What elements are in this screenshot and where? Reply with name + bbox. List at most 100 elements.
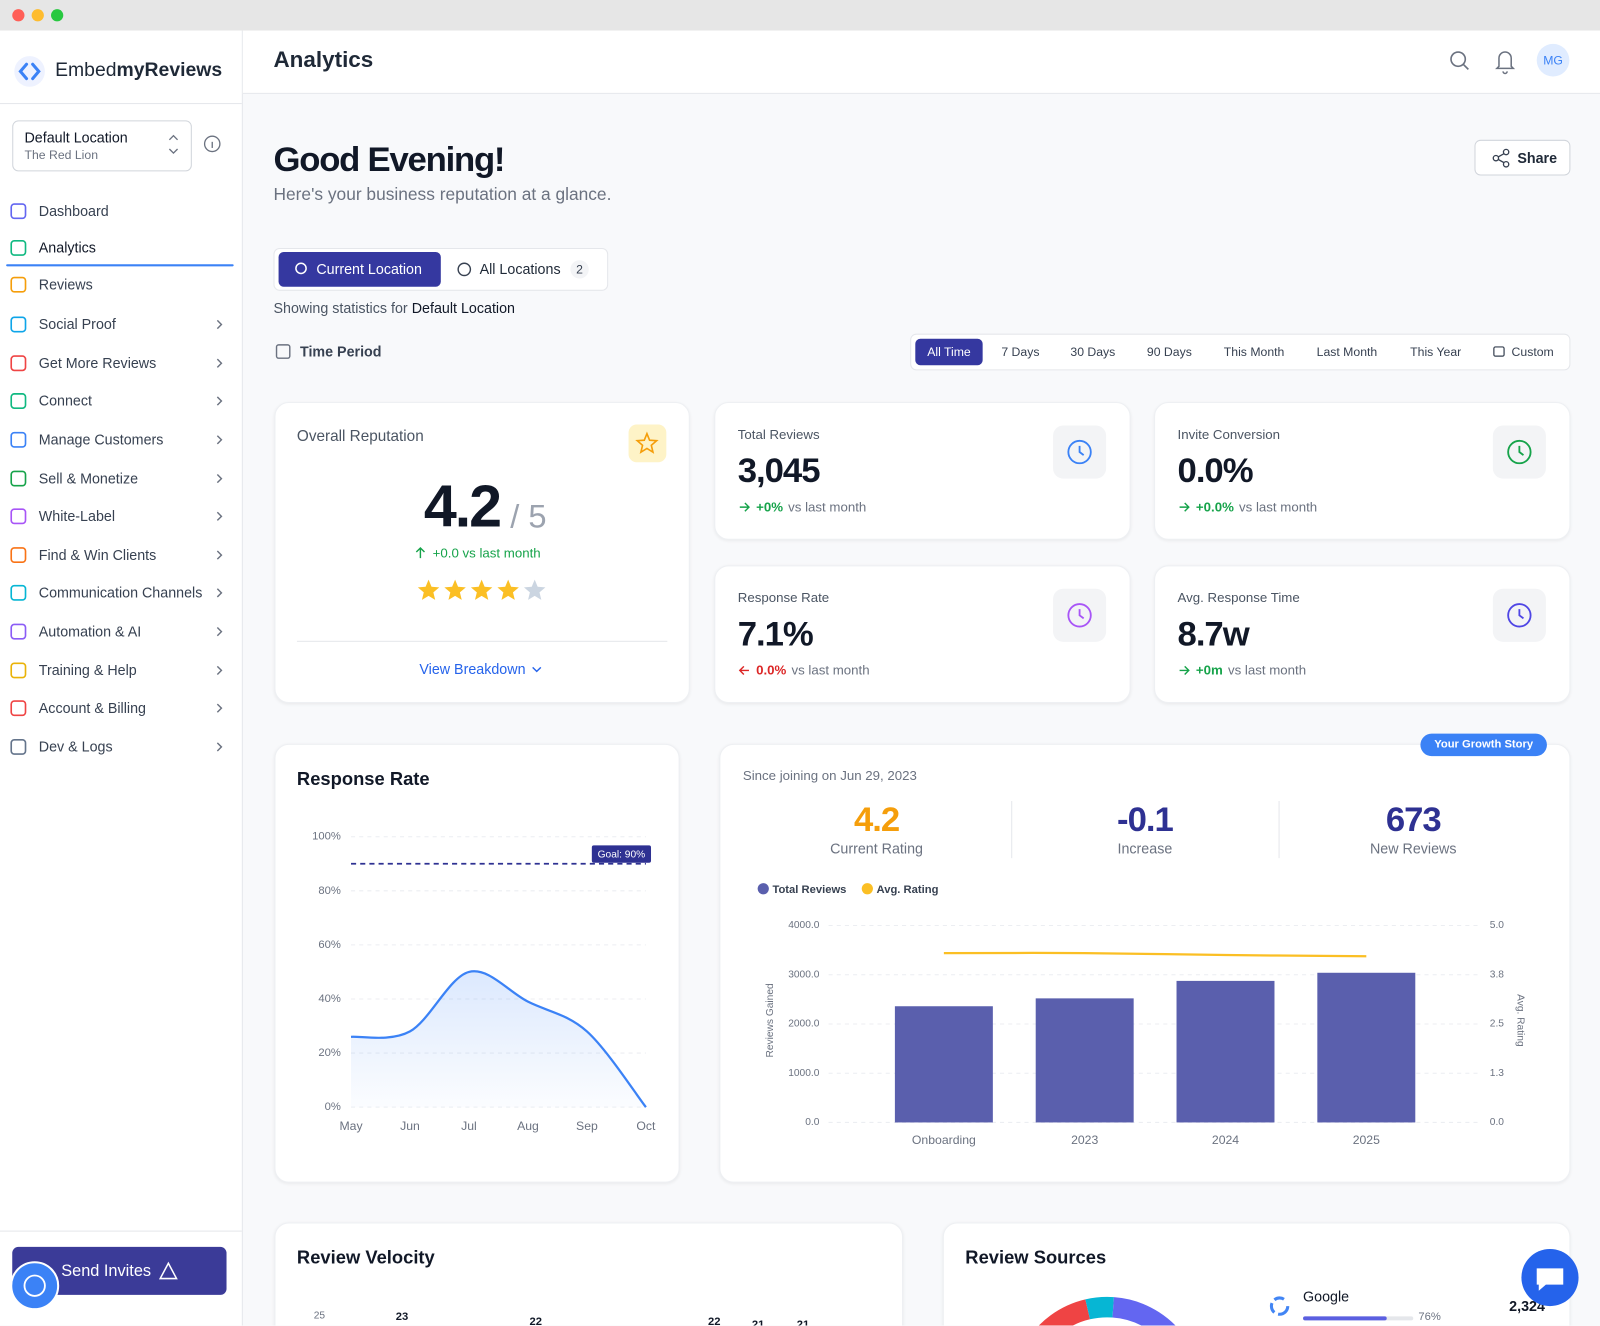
stat-title: Avg. Response Time: [1177, 589, 1300, 606]
time-option[interactable]: This Month: [1223, 344, 1285, 359]
avatar[interactable]: [1536, 43, 1570, 77]
stat-icon: [1507, 439, 1532, 465]
share-icon: [1502, 160, 1510, 168]
trend-arrow: [739, 502, 750, 512]
info-icon[interactable]: [203, 135, 221, 153]
nav-item[interactable]: Get More Reviews: [38, 354, 157, 372]
source-name: Google: [1303, 1288, 1350, 1305]
legend-label: Avg. Rating: [877, 884, 939, 896]
nav-icon: [10, 393, 27, 409]
share-label[interactable]: Share: [1517, 149, 1558, 166]
location-select[interactable]: [12, 120, 192, 172]
up-arrow: [415, 546, 425, 559]
nav-item[interactable]: Dev & Logs: [38, 738, 113, 755]
sources-card: [942, 1222, 1571, 1326]
nav-chevron: [216, 665, 223, 675]
nav-icon: [10, 584, 27, 601]
brand: Embed myReviews: [55, 60, 222, 83]
nav-item[interactable]: White-Label: [38, 507, 116, 525]
stat-change-value: +0m: [1195, 662, 1223, 678]
nav-chevron: [216, 435, 223, 445]
line-area: [351, 971, 646, 1108]
showing-stats: Showing statistics for Default Location: [273, 300, 515, 317]
growth-since: Since joining on Jun 29, 2023: [742, 767, 917, 783]
greeting-title: Good Evening!: [273, 140, 505, 180]
x-tick-label: 2024: [1212, 1133, 1239, 1147]
nav-item[interactable]: Automation & AI: [38, 623, 142, 640]
stat-title: Response Rate: [737, 589, 830, 606]
stat-change-value: 0.0%: [756, 662, 787, 678]
rating-star: [523, 579, 546, 600]
donut-segment: [1085, 1296, 1114, 1320]
rating-star: [417, 579, 440, 600]
share-icon: [1502, 148, 1510, 156]
bar: [1176, 980, 1275, 1123]
source-percent: 76%: [1418, 1310, 1441, 1323]
google-icon: [1269, 1296, 1290, 1316]
y2-tick-label: 1.3: [1490, 1068, 1504, 1079]
share-icon: [1492, 154, 1500, 162]
y-tick-label: 0.0: [805, 1117, 819, 1128]
nav-item[interactable]: Training & Help: [38, 661, 137, 679]
nav-item[interactable]: Sell & Monetize: [38, 469, 139, 487]
current-location-label[interactable]: Current Location: [316, 260, 422, 278]
star-badge-icon: [635, 431, 659, 454]
nav-item[interactable]: Reviews: [38, 276, 93, 293]
time-option[interactable]: Custom: [1511, 344, 1554, 359]
sidebar: [0, 30, 243, 1326]
view-breakdown-link[interactable]: View Breakdown: [419, 660, 526, 678]
nav-chevron: [216, 511, 223, 521]
nav-item[interactable]: Dashboard: [38, 202, 109, 219]
time-option[interactable]: All Time: [927, 344, 971, 359]
nav-item[interactable]: Connect: [38, 392, 92, 409]
goal-label: Goal: 90%: [598, 849, 646, 860]
y-tick-label: 2000.0: [788, 1019, 819, 1030]
chart-title: Review Sources: [965, 1247, 1107, 1268]
stat-value: 0.0%: [1177, 451, 1254, 491]
nav-active-underline: [6, 264, 234, 267]
send-invites-label[interactable]: Send Invites: [61, 1262, 152, 1280]
nav-item[interactable]: Manage Customers: [38, 431, 164, 448]
x-tick-label: Onboarding: [912, 1133, 976, 1147]
star-badge: [628, 424, 667, 463]
chart-title: Review Velocity: [296, 1247, 435, 1268]
reputation-card: [274, 402, 690, 704]
y-tick-label: 4000.0: [788, 920, 819, 931]
stat-title: Invite Conversion: [1177, 426, 1281, 443]
window-button[interactable]: [12, 9, 25, 22]
nav-item[interactable]: Analytics: [38, 239, 96, 256]
nav-chevron: [216, 588, 223, 598]
top-header: [242, 30, 1600, 94]
nav-item[interactable]: Communication Channels: [38, 584, 203, 601]
window-button[interactable]: [51, 9, 64, 22]
bell-icon[interactable]: [1495, 51, 1516, 75]
nav-chevron: [216, 358, 223, 368]
rating-star: [497, 579, 519, 600]
showing-name: Default Location: [411, 299, 515, 316]
time-option[interactable]: 30 Days: [1070, 344, 1116, 359]
nav-chevron: [216, 627, 223, 637]
metric-label: Current Rating: [830, 840, 923, 857]
time-option[interactable]: 7 Days: [1001, 344, 1040, 359]
nav-item[interactable]: Find & Win Clients: [38, 546, 157, 563]
search-icon[interactable]: [1450, 51, 1467, 68]
data-label: 22: [708, 1315, 721, 1326]
nav-item[interactable]: Social Proof: [38, 315, 116, 333]
greeting-subtitle: Here's your business reputation at a gla…: [273, 184, 612, 204]
time-option[interactable]: Last Month: [1316, 344, 1378, 359]
y-tick-label: 25: [313, 1310, 326, 1322]
time-option[interactable]: 90 Days: [1146, 344, 1192, 359]
metric-divider: [1011, 801, 1013, 859]
nav-item[interactable]: Account & Billing: [38, 699, 146, 716]
bar: [1317, 972, 1416, 1123]
calendar-icon: [1493, 346, 1505, 357]
nav-icon: [10, 623, 27, 640]
support-avatar[interactable]: [10, 1261, 60, 1311]
share-button[interactable]: [1474, 139, 1571, 176]
all-locations-label[interactable]: All Locations: [479, 260, 561, 278]
brand-bold: myReviews: [116, 59, 223, 82]
reputation-title: Overall Reputation: [296, 427, 424, 445]
time-option[interactable]: This Year: [1410, 344, 1462, 359]
window-button[interactable]: [31, 9, 44, 22]
time-option-active[interactable]: [915, 338, 983, 366]
